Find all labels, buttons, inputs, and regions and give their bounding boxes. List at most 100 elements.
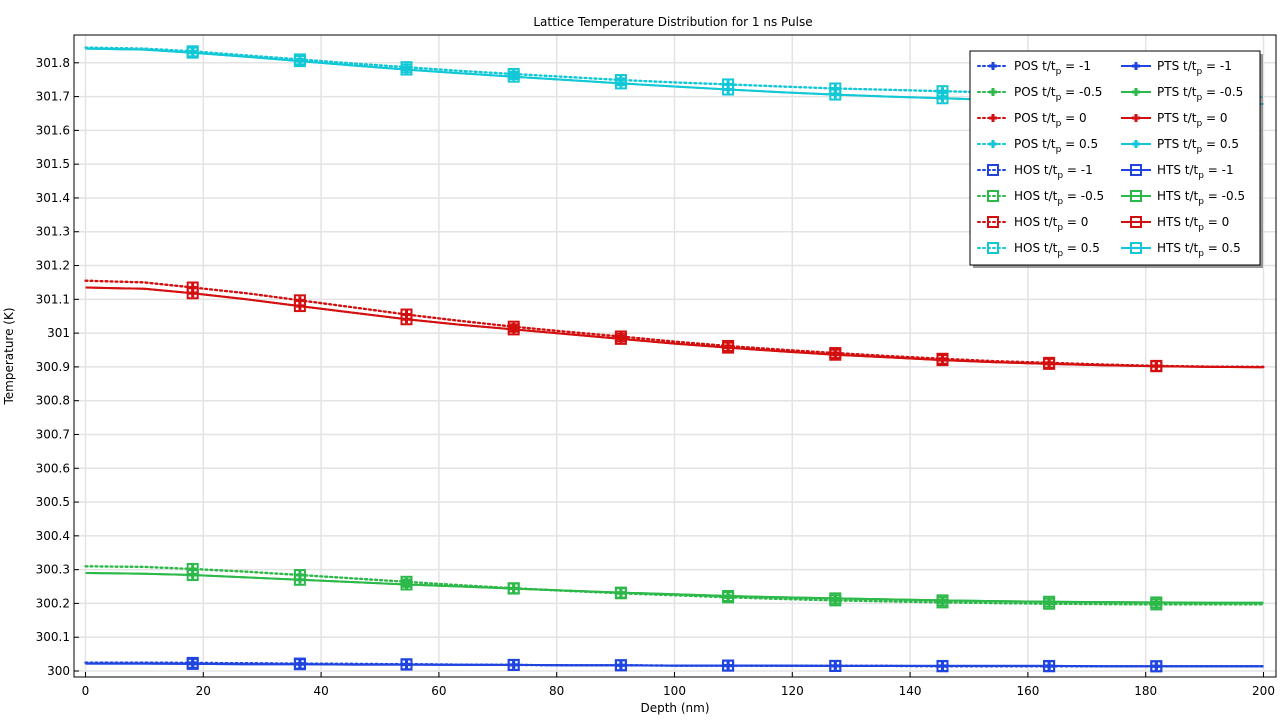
data-point: [400, 63, 413, 76]
legend-marker: [1132, 88, 1140, 96]
data-point: [1043, 659, 1056, 672]
y-axis-ticks: 300 300.1 300.2 300.3 300.4 300.5 300.6 300.7 30…: [36, 56, 79, 678]
data-point: [293, 573, 306, 586]
legend-item: HOS t/tp = 0: [977, 215, 1088, 233]
legend-item: POS t/tp = -0.5: [977, 85, 1102, 103]
x-tick-label: 180: [1134, 684, 1157, 698]
y-axis-label: Temperature (K): [2, 307, 16, 405]
legend-item: HOS t/tp = -1: [977, 163, 1093, 181]
y-tick-label: 301.1: [36, 292, 70, 306]
legend-item: HTS t/tp = 0.5: [1121, 241, 1241, 259]
data-point: [400, 313, 413, 326]
legend-marker: [989, 114, 997, 122]
data-point: [293, 658, 306, 671]
data-point: [400, 658, 413, 671]
data-point: [722, 83, 735, 96]
legend-label: POS t/tp = -0.5: [1014, 85, 1102, 103]
data-point: [1150, 360, 1163, 373]
x-tick-label: 140: [899, 684, 922, 698]
data-point: [1043, 357, 1056, 370]
y-tick-label: 300.2: [36, 596, 70, 610]
data-point: [829, 592, 842, 605]
x-tick-label: 160: [1016, 684, 1039, 698]
data-point: [293, 300, 306, 313]
legend-marker: [989, 62, 997, 70]
legend-label: HOS t/tp = 0: [1014, 215, 1088, 233]
y-tick-label: 301.3: [36, 225, 70, 239]
data-point: [293, 55, 306, 68]
x-tick-label: 20: [196, 684, 211, 698]
data-point: [1045, 661, 1054, 670]
y-tick-label: 301.6: [36, 123, 70, 137]
legend-item: POS t/tp = -1: [977, 59, 1091, 77]
legend-item: PTS t/tp = -1: [1121, 59, 1232, 77]
legend-label: POS t/tp = 0.5: [1014, 137, 1098, 155]
data-point: [400, 578, 413, 591]
data-point: [507, 323, 520, 336]
data-point: [188, 571, 197, 580]
x-axis-ticks: 0 20 40 60 80 100 120 140 160 180 200: [82, 672, 1275, 698]
legend-label: PTS t/tp = -0.5: [1157, 85, 1243, 103]
legend-label: HTS t/tp = 0.5: [1157, 241, 1241, 259]
data-point: [509, 584, 518, 593]
data-point: [614, 77, 627, 90]
data-point: [1045, 359, 1054, 368]
y-tick-label: 300.7: [36, 427, 70, 441]
legend-label: HOS t/tp = -1: [1014, 163, 1093, 181]
data-point: [829, 348, 842, 361]
legend-marker: [1132, 62, 1140, 70]
data-point: [829, 88, 842, 101]
legend-item: PTS t/tp = -0.5: [1121, 85, 1243, 103]
y-tick-label: 300.4: [36, 529, 70, 543]
legend-label: HTS t/tp = -1: [1157, 163, 1234, 181]
legend-marker: [1130, 242, 1142, 254]
series-line-hts--1: [85, 662, 1264, 668]
legend-label: HTS t/tp = -0.5: [1157, 189, 1245, 207]
data-point: [1152, 362, 1161, 371]
data-point: [507, 582, 520, 595]
y-tick-label: 301: [47, 326, 70, 340]
legend-label: HOS t/tp = -0.5: [1014, 189, 1104, 207]
legend-item: HOS t/tp = 0.5: [977, 241, 1100, 259]
data-point: [1152, 662, 1161, 671]
data-point: [831, 661, 840, 670]
y-tick-label: 300.8: [36, 394, 70, 408]
legend-marker: [1130, 190, 1142, 202]
legend-label: PTS t/tp = 0: [1157, 111, 1228, 129]
data-point: [188, 659, 197, 668]
legend-marker: [1130, 164, 1142, 176]
data-point: [614, 332, 627, 345]
data-point: [722, 341, 735, 354]
data-point: [616, 661, 625, 670]
data-point: [936, 85, 949, 98]
y-tick-label: 300.3: [36, 563, 70, 577]
legend: POS t/tp = -1 POS t/tp = -0.5 POS t/tp = 0…: [969, 50, 1263, 268]
data-point: [829, 659, 842, 672]
legend-item: HTS t/tp = 0: [1121, 215, 1229, 233]
data-point: [507, 658, 520, 671]
x-tick-label: 120: [781, 684, 804, 698]
x-tick-label: 60: [431, 684, 446, 698]
series-line-hts--0.5: [85, 572, 1264, 604]
data-point: [186, 562, 199, 575]
data-point: [724, 661, 733, 670]
legend-marker: [1132, 140, 1140, 148]
data-point: [616, 79, 625, 88]
data-point: [614, 659, 627, 672]
y-tick-label: 301.4: [36, 191, 70, 205]
data-point: [186, 657, 199, 670]
x-tick-label: 0: [82, 684, 90, 698]
x-tick-label: 100: [663, 684, 686, 698]
data-point: [831, 90, 840, 99]
data-point: [722, 659, 735, 672]
legend-marker: [987, 164, 999, 176]
data-point: [509, 660, 518, 669]
data-point: [1043, 595, 1056, 608]
data-point: [186, 287, 199, 300]
legend-marker: [987, 242, 999, 254]
data-point: [829, 82, 842, 95]
x-axis-label: Depth (nm): [640, 701, 709, 715]
y-tick-label: 300.6: [36, 461, 70, 475]
data-point: [186, 46, 199, 59]
